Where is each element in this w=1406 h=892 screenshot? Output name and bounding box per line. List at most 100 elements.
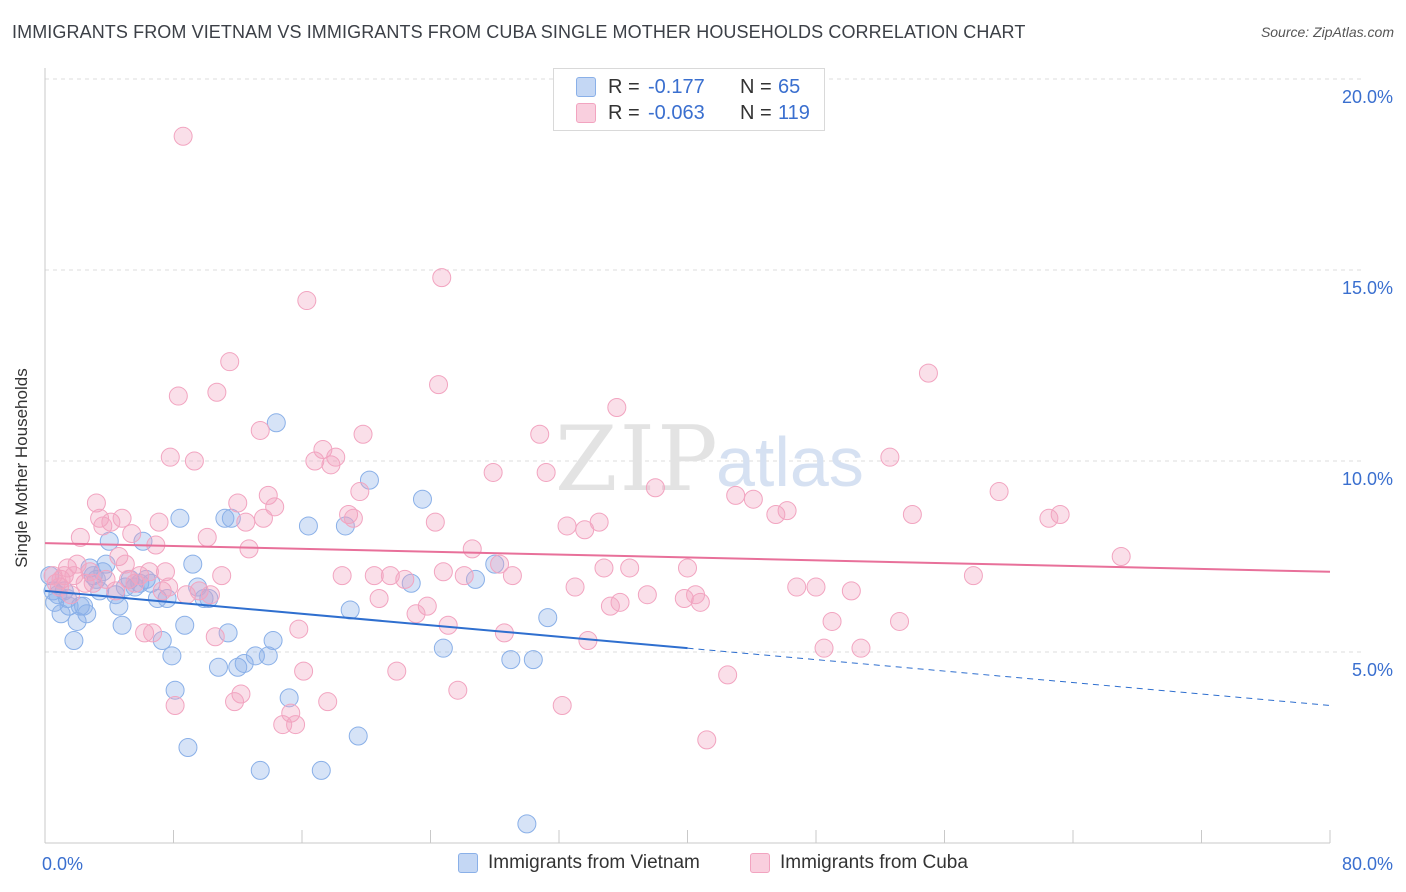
point-cuba [989, 482, 1009, 502]
point-cuba [106, 581, 126, 601]
legend-r-value-cuba: -0.063 [648, 101, 705, 124]
point-cuba [197, 527, 217, 547]
point-vietnam [208, 657, 228, 677]
point-cuba [600, 596, 620, 616]
point-vietnam [311, 760, 331, 780]
point-cuba [490, 554, 510, 574]
point-cuba [64, 566, 84, 586]
watermark: ZIP atlas [555, 407, 864, 512]
point-cuba [294, 661, 314, 681]
trend-line-cuba [44, 542, 1331, 573]
point-cuba [149, 512, 169, 532]
point-cuba [406, 604, 426, 624]
point-cuba [250, 420, 270, 440]
point-cuba [890, 611, 910, 631]
point-cuba [690, 592, 710, 612]
point-vietnam [215, 508, 235, 528]
point-cuba [674, 589, 694, 609]
point-vietnam [298, 516, 318, 536]
point-vietnam [162, 646, 182, 666]
point-cuba [160, 447, 180, 467]
point-vietnam [218, 623, 238, 643]
point-vietnam [77, 604, 97, 624]
series-cuba-points [43, 126, 1131, 750]
point-cuba [718, 665, 738, 685]
bottom-legend: Immigrants from Vietnam Immigrants from … [0, 852, 1406, 876]
point-cuba [286, 715, 306, 735]
point-vietnam [340, 600, 360, 620]
point-cuba [462, 539, 482, 559]
point-cuba [228, 493, 248, 513]
point-vietnam [501, 650, 521, 670]
point-vietnam [250, 760, 270, 780]
point-vietnam [170, 508, 190, 528]
bottom-legend-cuba: Immigrants from Cuba [750, 852, 968, 874]
point-cuba [83, 573, 103, 593]
point-vietnam [86, 569, 106, 589]
point-cuba [918, 363, 938, 383]
bottom-legend-swatch-cuba [750, 853, 770, 873]
point-cuba [173, 126, 193, 146]
point-cuba [236, 512, 256, 532]
point-cuba [155, 562, 175, 582]
point-cuba [380, 566, 400, 586]
point-cuba [902, 504, 922, 524]
point-cuba [265, 497, 285, 517]
point-vietnam [183, 554, 203, 574]
point-cuba [364, 566, 384, 586]
tick-labels: 5.0% 10.0% 15.0% 20.0% 0.0% 80.0% [42, 87, 1393, 874]
legend-n-label: N = [740, 75, 772, 98]
point-cuba [184, 451, 204, 471]
point-cuba [112, 508, 132, 528]
point-cuba [1111, 547, 1131, 566]
point-cuba [51, 569, 71, 589]
point-cuba [552, 695, 572, 715]
point-cuba [610, 592, 630, 612]
point-cuba [57, 558, 77, 578]
bottom-legend-vietnam: Immigrants from Vietnam [458, 852, 700, 874]
point-cuba [369, 589, 389, 609]
point-vietnam [433, 638, 453, 658]
point-cuba [645, 478, 665, 498]
point-vietnam [234, 653, 254, 673]
point-cuba [851, 638, 871, 658]
point-vietnam [279, 688, 299, 708]
point-cuba [880, 447, 900, 467]
point-cuba [743, 489, 763, 509]
point-cuba [822, 611, 842, 631]
point-cuba [806, 577, 826, 597]
point-vietnam [335, 516, 355, 536]
point-vietnam [64, 631, 84, 651]
point-cuba [1050, 504, 1070, 524]
point-cuba [212, 566, 232, 586]
point-vietnam [178, 738, 198, 757]
legend-row-cuba: R = -0.063 N = 119 [576, 102, 810, 124]
point-vietnam [152, 631, 172, 651]
legend-r-label: R = [608, 75, 640, 98]
legend-row-vietnam: R = -0.177 N = 65 [576, 76, 800, 98]
point-cuba [787, 577, 807, 597]
legend-r-label: R = [608, 101, 640, 124]
point-cuba [438, 615, 458, 635]
point-vietnam [348, 726, 368, 746]
y-axis-label: Single Mother Households [12, 368, 31, 568]
point-cuba [620, 558, 640, 578]
point-cuba [135, 623, 155, 643]
point-cuba [207, 382, 227, 402]
point-vietnam [74, 596, 94, 616]
y-tick-label: 5.0% [1352, 660, 1393, 680]
point-cuba [205, 627, 225, 647]
point-cuba [841, 581, 861, 601]
point-cuba [231, 684, 251, 704]
point-cuba [766, 504, 786, 524]
point-cuba [387, 661, 407, 681]
point-cuba [536, 462, 556, 482]
point-cuba [318, 692, 338, 712]
point-cuba [530, 424, 550, 444]
point-cuba [75, 573, 95, 593]
bottom-legend-label-vietnam: Immigrants from Vietnam [488, 852, 700, 873]
point-vietnam [485, 554, 505, 574]
point-vietnam [263, 631, 283, 651]
point-vietnam [465, 569, 485, 589]
